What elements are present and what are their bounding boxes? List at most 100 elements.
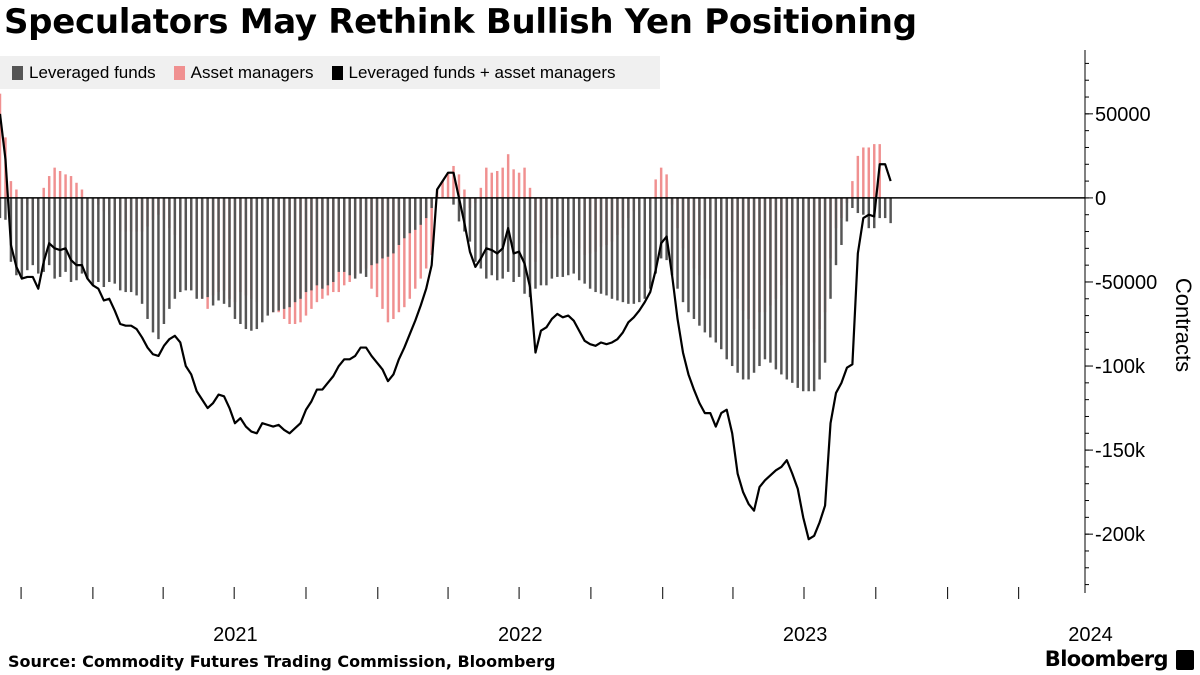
leveraged-funds-bar <box>741 197 745 380</box>
leveraged-funds-bar <box>452 197 455 205</box>
leveraged-funds-bar <box>211 197 215 306</box>
leveraged-funds-bar <box>343 197 346 272</box>
asset-managers-bar <box>479 187 483 198</box>
leveraged-funds-bar <box>424 197 428 219</box>
leveraged-funds-bar <box>392 197 395 254</box>
leveraged-funds-bar <box>627 197 630 304</box>
leveraged-funds-bar <box>261 197 264 323</box>
legend-swatch-asset-managers <box>173 65 185 80</box>
leveraged-funds-bar <box>337 197 340 272</box>
leveraged-funds-bar <box>840 197 843 245</box>
asset-managers-bar <box>485 167 488 198</box>
leveraged-funds-bar <box>184 197 188 291</box>
leveraged-funds-bar <box>430 197 433 208</box>
leveraged-funds-bar <box>692 197 696 319</box>
asset-managers-bar <box>862 147 865 198</box>
leveraged-funds-bar <box>780 197 783 375</box>
leveraged-funds-bar <box>583 197 586 284</box>
leveraged-funds-bar <box>512 197 515 282</box>
leveraged-funds-bar <box>91 197 95 286</box>
leveraged-funds-bar <box>605 197 608 296</box>
leveraged-funds-bar <box>616 197 619 301</box>
legend-label-asset-managers: Asset managers <box>190 62 314 82</box>
leveraged-funds-bar <box>348 197 351 276</box>
leveraged-funds-bar <box>310 197 313 291</box>
leveraged-funds-bar <box>709 197 712 338</box>
leveraged-funds-bar <box>364 197 368 277</box>
leveraged-funds-bar <box>594 197 597 293</box>
leveraged-funds-bar <box>681 197 685 303</box>
leveraged-funds-bar <box>501 197 504 279</box>
leveraged-funds-bar <box>561 197 565 277</box>
leveraged-funds-bar <box>523 197 526 294</box>
axes: 50000 0 -50000 -100k -150k -200k 2021 2022 2023 2… <box>20 50 1157 646</box>
leveraged-funds-bar <box>550 197 554 279</box>
leveraged-funds-bar <box>222 197 226 304</box>
leveraged-funds-bar <box>255 197 259 330</box>
leveraged-funds-bar <box>375 197 379 264</box>
leveraged-funds-bar <box>845 197 849 222</box>
leveraged-funds-bar <box>851 197 854 208</box>
leveraged-funds-bar <box>206 197 209 298</box>
legend-label-combined: Leveraged funds + asset managers <box>348 62 616 82</box>
asset-managers-bar <box>873 144 876 198</box>
legend-item-combined: Leveraged funds + asset managers <box>331 62 616 83</box>
asset-managers-bar <box>80 189 84 198</box>
y-tick-label: 0 <box>1095 188 1106 210</box>
leveraged-funds-bar <box>228 197 231 308</box>
leveraged-funds-bar <box>271 197 275 313</box>
leveraged-funds-bar <box>485 197 488 279</box>
leveraged-funds-bar <box>648 197 652 289</box>
leveraged-funds-bar <box>293 197 297 303</box>
leveraged-funds-bar <box>403 197 406 239</box>
leveraged-funds-bar <box>791 197 794 383</box>
asset-managers-bar <box>654 179 657 198</box>
asset-managers-bar <box>665 174 668 198</box>
bloomberg-terminal-icon <box>1176 650 1194 670</box>
leveraged-funds-bar <box>408 197 412 234</box>
leveraged-funds-bar <box>545 197 548 286</box>
leveraged-funds-bar <box>883 197 887 219</box>
leveraged-funds-bar <box>168 197 171 309</box>
asset-managers-bar <box>53 167 56 198</box>
leveraged-funds-bar <box>75 197 78 281</box>
legend-label-leveraged-funds: Leveraged funds <box>29 62 156 82</box>
leveraged-funds-bar <box>332 197 335 282</box>
leveraged-funds-bar <box>812 197 816 392</box>
leveraged-funds-bar <box>517 197 521 277</box>
leveraged-funds-bar <box>758 197 761 367</box>
asset-managers-bar <box>386 197 390 323</box>
leveraged-funds-bar <box>725 197 728 360</box>
leveraged-funds-bar <box>703 197 707 333</box>
leveraged-funds-bar <box>179 197 182 293</box>
asset-managers-bar <box>424 197 428 269</box>
asset-managers-bar <box>58 171 62 198</box>
x-tick-label: 2022 <box>498 624 543 646</box>
leveraged-funds-bar <box>195 197 198 299</box>
leveraged-funds-bar <box>108 197 111 282</box>
leveraged-funds-bar <box>386 197 390 257</box>
leveraged-funds-bar <box>496 197 499 281</box>
leveraged-funds-bar <box>282 197 286 309</box>
y-tick-label: -150k <box>1095 440 1146 462</box>
leveraged-funds-bar <box>86 197 89 279</box>
leveraged-funds-bar <box>102 197 106 288</box>
leveraged-funds-bar <box>97 197 100 282</box>
leveraged-funds-bar <box>643 197 646 299</box>
leveraged-funds-bar <box>534 197 537 289</box>
leveraged-funds-bar <box>528 197 532 298</box>
legend-item-asset-managers: Asset managers <box>173 62 314 83</box>
leveraged-funds-bar <box>747 197 750 380</box>
leveraged-funds-bar <box>610 197 614 299</box>
leveraged-funds-bar <box>862 197 865 215</box>
leveraged-funds-bar <box>468 197 472 242</box>
leveraged-funds-bar <box>15 197 18 276</box>
leveraged-funds-bar <box>42 197 45 272</box>
leveraged-funds-bar <box>878 197 881 219</box>
leveraged-funds-bar <box>140 197 144 304</box>
leveraged-funds-bar <box>162 197 166 324</box>
leveraged-funds-bar <box>200 197 204 299</box>
asset-managers-bar <box>512 169 515 198</box>
leveraged-funds-bar <box>299 197 302 299</box>
asset-managers-bar <box>9 181 13 198</box>
